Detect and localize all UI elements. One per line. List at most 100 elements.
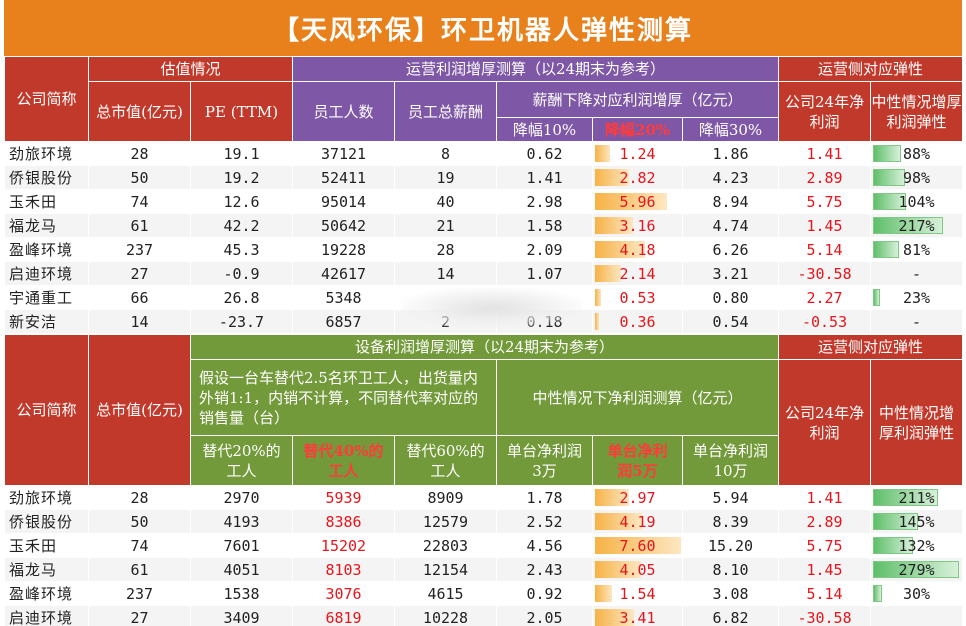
profit5-cell-bar — [595, 561, 641, 578]
elasticity-cell: - — [870, 261, 962, 286]
replace20: 2970 — [190, 485, 293, 510]
net-profit: 1.45 — [778, 213, 872, 238]
operating-profit-table: 公司简称 估值情况 运营利润增厚测算（以24期末为参考） 运营侧对应弹性 总市值… — [4, 56, 962, 334]
employees: 6857 — [292, 309, 396, 334]
replace60: 8909 — [394, 485, 497, 510]
elasticity-cell: 81% — [870, 237, 962, 262]
elasticity-cell-bar — [873, 513, 919, 530]
profit5-cell-value: 2.97 — [619, 488, 656, 507]
header-p10: 单台净利润10万 — [681, 435, 780, 486]
pe-ttm: 26.8 — [189, 285, 294, 310]
total-salary: 19 — [394, 165, 498, 190]
cut20-cell: 5.96 — [592, 189, 684, 214]
header-op-profit: 运营利润增厚测算（以24期末为参考） — [292, 56, 780, 82]
header-market-cap: 总市值(亿元) — [88, 81, 191, 142]
elasticity-cell: 211% — [870, 485, 962, 510]
profit5-cell: 4.19 — [592, 509, 683, 534]
company-name: 新安洁 — [4, 309, 89, 334]
elasticity-cell: 104% — [870, 189, 962, 214]
net-profit: 5.14 — [778, 237, 872, 262]
company-name: 盈峰环境 — [4, 237, 89, 262]
header-valuation: 估值情况 — [87, 56, 294, 82]
market-cap: 74 — [88, 533, 191, 558]
header-cut20: 降幅20% — [592, 117, 684, 142]
elasticity-cell-value: 88% — [902, 144, 931, 163]
net-profit: 5.14 — [778, 581, 872, 606]
elasticity-cell-value: 30% — [902, 584, 931, 603]
table-row: 劲旅环境 28 2970 5939 8909 1.78 2.97 5.94 1.41 211% — [4, 485, 962, 510]
cut30-value: 3.21 — [682, 261, 780, 286]
header-market-cap-2: 总市值(亿元) — [88, 334, 191, 486]
cut30-value: 4.74 — [682, 213, 780, 238]
header-neutral: 中性情况下净利润测算（亿元） — [495, 359, 780, 436]
table-row: 启迪环境 27 -0.9 42617 14 1.07 2.14 3.21 -30.58 - — [4, 261, 962, 286]
cut20-cell-bar — [595, 289, 602, 306]
replace40: 6819 — [292, 605, 395, 626]
header-cut30: 降幅30% — [682, 117, 780, 142]
elasticity-cell-value: 23% — [902, 288, 931, 307]
pe-ttm: 19.1 — [189, 141, 294, 166]
pe-ttm: -0.9 — [189, 261, 294, 286]
employees: 42617 — [292, 261, 396, 286]
elasticity-cell-bar — [873, 489, 939, 506]
header-pe: PE (TTM) — [189, 81, 294, 142]
profit5-cell-bar — [595, 585, 612, 602]
replace40: 3076 — [292, 581, 395, 606]
cut20-cell-value: 1.24 — [619, 144, 656, 163]
company-name: 福龙马 — [4, 213, 89, 238]
profit5-cell-value: 4.05 — [619, 560, 656, 579]
replace40: 8386 — [292, 509, 395, 534]
profit3: 1.78 — [496, 485, 593, 510]
total-salary: 28 — [394, 237, 498, 262]
header-company: 公司简称 — [4, 56, 89, 142]
replace60: 12154 — [394, 557, 497, 582]
pe-ttm: 19.2 — [189, 165, 294, 190]
company-name: 启迪环境 — [4, 261, 89, 286]
table-row: 侨银股份 50 19.2 52411 19 1.41 2.82 4.23 2.89 98% — [4, 165, 962, 190]
header-total-salary: 员工总薪酬 — [394, 81, 498, 142]
company-name: 玉禾田 — [4, 533, 89, 558]
header-p3: 单台净利润3万 — [496, 435, 593, 486]
header-elasticity: 中性情况增厚利润弹性 — [870, 81, 962, 142]
elasticity-cell: 98% — [870, 165, 962, 190]
replace40: 5939 — [292, 485, 395, 510]
company-name: 启迪环境 — [4, 605, 89, 626]
profit10: 8.10 — [681, 557, 780, 582]
profit5-cell: 3.41 — [592, 605, 683, 626]
total-salary: 40 — [394, 189, 498, 214]
profit5-cell-bar — [595, 537, 681, 554]
pe-ttm: 12.6 — [189, 189, 294, 214]
market-cap: 27 — [88, 605, 191, 626]
elasticity-cell: 30% — [870, 581, 962, 606]
cut20-cell: 2.82 — [592, 165, 684, 190]
cut30-value: 1.86 — [682, 141, 780, 166]
table-row: 玉禾田 74 12.6 95014 40 2.98 5.96 8.94 5.75 104% — [4, 189, 962, 214]
cut20-cell-bar — [595, 145, 611, 162]
market-cap: 74 — [88, 189, 191, 214]
cut20-cell-value: 2.14 — [619, 264, 656, 283]
cut10-value: 0.62 — [496, 141, 594, 166]
cut20-cell: 1.24 — [592, 141, 684, 166]
equipment-profit-table: 公司简称 总市值(亿元) 设备利润增厚测算（以24期末为参考） 运营侧对应弹性 … — [4, 334, 962, 626]
profit3: 2.43 — [496, 557, 593, 582]
replace60: 4615 — [394, 581, 497, 606]
header-cut10: 降幅10% — [496, 117, 594, 142]
elasticity-cell-bar — [873, 169, 906, 186]
market-cap: 61 — [88, 213, 191, 238]
profit5-cell-bar — [595, 489, 629, 506]
header-net-profit-2: 公司24年净利润 — [778, 359, 872, 486]
employees: 50642 — [292, 213, 396, 238]
table-row: 侨银股份 50 4193 8386 12579 2.52 4.19 8.39 2.89 145% — [4, 509, 962, 534]
profit5-cell-value: 3.41 — [619, 608, 656, 626]
profit5-cell-value: 7.60 — [619, 536, 656, 555]
company-name: 侨银股份 — [4, 165, 89, 190]
elasticity-cell-value: 279% — [898, 560, 935, 579]
total-salary: 14 — [394, 261, 498, 286]
net-profit: -0.53 — [778, 309, 872, 334]
cut20-cell-bar — [595, 265, 622, 282]
profit3: 2.52 — [496, 509, 593, 534]
elasticity-cell-bar — [873, 585, 883, 602]
elasticity-cell-value: 145% — [898, 512, 935, 531]
elasticity-cell-value: 98% — [902, 168, 931, 187]
cut20-cell-bar — [595, 217, 634, 234]
